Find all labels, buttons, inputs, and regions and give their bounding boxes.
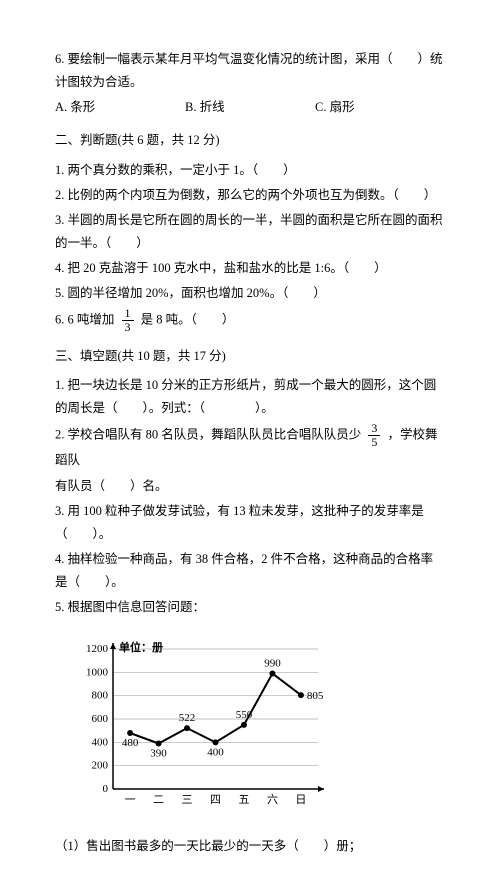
- svg-text:四: 四: [210, 794, 221, 806]
- s3-q2-a: 2. 学校合唱队有 80 名队员，舞蹈队队员比合唱队队员少: [55, 428, 361, 442]
- s2-q6-frac: 1 3: [122, 307, 134, 334]
- section2-title: 二、判断题(共 6 题，共 12 分): [55, 129, 445, 152]
- s2-q6-b: 是 8 吨。（ ）: [141, 313, 235, 327]
- chart-svg: 0 200 400 600 800 1000 1200 单位：册一 二 三 四 五 六 日 480 390 52…: [75, 633, 335, 813]
- svg-text:600: 600: [92, 713, 109, 725]
- s2-q4: 4. 把 20 克盐溶于 100 克水中，盐和盐水的比是 1:6。（ ）: [55, 257, 445, 280]
- svg-text:400: 400: [92, 737, 109, 749]
- svg-text:日: 日: [295, 794, 306, 806]
- svg-text:三: 三: [182, 794, 193, 806]
- svg-text:单位：册: 单位：册: [119, 640, 163, 654]
- s2-q5: 5. 圆的半径增加 20%，面积也增加 20%。（ ）: [55, 282, 445, 305]
- q6-opt-c: C. 扇形: [315, 96, 445, 119]
- s3-q2-frac-den: 5: [368, 436, 380, 449]
- svg-text:六: 六: [267, 793, 278, 806]
- svg-text:200: 200: [92, 760, 109, 772]
- s3-q2: 2. 学校合唱队有 80 名队员，舞蹈队队员比合唱队队员少 3 5 ，学校舞蹈队: [55, 422, 445, 473]
- svg-text:1200: 1200: [86, 643, 109, 655]
- s2-q3: 3. 半圆的周长是它所在圆的周长的一半，半圆的面积是它所在圆的面积的一半。（ ）: [55, 209, 445, 255]
- q6-text: 6. 要绘制一幅表示某年月平均气温变化情况的统计图，采用（ ）统计图较为合适。: [55, 48, 445, 94]
- svg-text:550: 550: [236, 709, 253, 721]
- q6-options: A. 条形 B. 折线 C. 扇形: [55, 96, 445, 119]
- s2-q6-a: 6. 6 吨增加: [55, 313, 114, 327]
- book-sales-chart: 0 200 400 600 800 1000 1200 单位：册一 二 三 四 五 六 日 480 390 52…: [75, 633, 445, 821]
- svg-text:522: 522: [179, 712, 196, 724]
- svg-text:0: 0: [103, 783, 109, 795]
- svg-text:800: 800: [92, 690, 109, 702]
- s2-q6: 6. 6 吨增加 1 3 是 8 吨。（ ）: [55, 307, 445, 334]
- svg-text:805: 805: [307, 690, 324, 702]
- svg-text:390: 390: [150, 748, 167, 760]
- s3-q3: 3. 用 100 粒种子做发芽试验，有 13 粒未发芽，这批种子的发芽率是（ ）…: [55, 500, 445, 546]
- q6-opt-a: A. 条形: [55, 96, 185, 119]
- s3-q4: 4. 抽样检验一种商品，有 38 件合格，2 件不合格，这种商品的合格率是（ ）…: [55, 548, 445, 594]
- section3-title: 三、填空题(共 10 题，共 17 分): [55, 345, 445, 368]
- svg-text:1000: 1000: [86, 667, 109, 679]
- q6-opt-b: B. 折线: [185, 96, 315, 119]
- s2-q6-frac-num: 1: [122, 307, 134, 321]
- s3-q2-frac-num: 3: [368, 422, 380, 436]
- svg-text:一: 一: [125, 794, 136, 806]
- s2-q6-frac-den: 3: [122, 321, 134, 334]
- s3-q1: 1. 把一块边长是 10 分米的正方形纸片，剪成一个最大的圆形，这个圆的周长是（…: [55, 374, 445, 420]
- svg-text:990: 990: [264, 658, 281, 670]
- svg-text:400: 400: [207, 747, 224, 759]
- s2-q2: 2. 比例的两个内项互为倒数，那么它的两个外项也互为倒数。（ ）: [55, 184, 445, 207]
- s3-q2-c: 有队员（ ）名。: [55, 475, 445, 498]
- svg-text:480: 480: [122, 737, 139, 749]
- s3-q2-frac: 3 5: [368, 422, 380, 449]
- s3-q5: 5. 根据图中信息回答问题：: [55, 596, 445, 619]
- svg-text:五: 五: [238, 794, 249, 806]
- svg-text:二: 二: [153, 794, 164, 806]
- s3-q5-1: （1）售出图书最多的一天比最少的一天多（ ）册；: [55, 835, 445, 858]
- s2-q1: 1. 两个真分数的乘积，一定小于 1。（ ）: [55, 159, 445, 182]
